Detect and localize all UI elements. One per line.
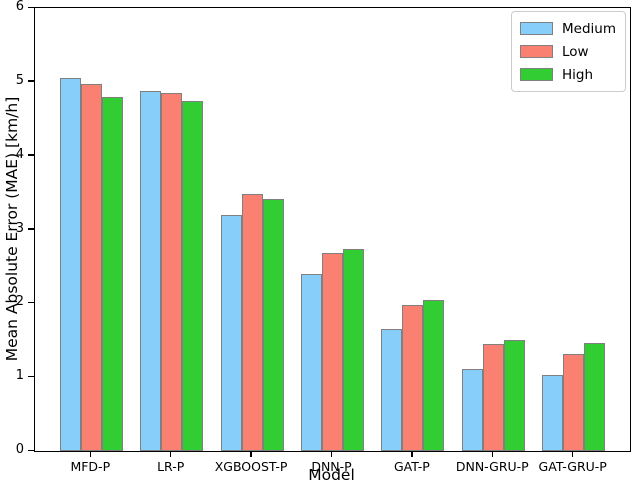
y-tick-mark	[28, 154, 34, 156]
legend: Medium Low High	[511, 11, 626, 92]
legend-swatch-low	[520, 45, 554, 58]
bar-mfd-p-low	[80, 84, 102, 451]
legend-label-high: High	[562, 66, 594, 83]
x-tick-label-xgboost-p: XGBOOST-P	[214, 459, 288, 474]
y-tick-label: 6	[15, 0, 24, 14]
x-tick-mark	[491, 451, 494, 457]
bar-dnn-gru-p-medium	[461, 369, 483, 451]
legend-label-low: Low	[562, 43, 589, 60]
bar-dnn-p-high	[343, 248, 364, 451]
plot-area: Medium Low High	[34, 7, 631, 452]
x-tick-label-lr-p: LR-P	[157, 459, 185, 474]
bar-gat-gru-p-low	[563, 354, 585, 451]
bar-gat-gru-p-medium	[542, 374, 564, 451]
x-tick-label-gat-p: GAT-P	[393, 459, 430, 474]
y-tick-mark	[28, 375, 34, 378]
bar-gat-p-medium	[381, 329, 403, 451]
bar-lr-p-medium	[140, 90, 162, 451]
bar-xgboost-p-medium	[220, 215, 242, 451]
x-tick-label-mfd-p: MFD-P	[70, 459, 111, 474]
legend-swatch-medium	[520, 22, 554, 35]
y-tick-mark	[28, 449, 34, 451]
x-tick-mark	[169, 451, 172, 457]
x-tick-label-dnn-gru-p: DNN-GRU-P	[455, 459, 529, 474]
x-tick-label-dnn-p: DNN-P	[311, 459, 352, 474]
x-tick-label-gat-gru-p: GAT-GRU-P	[538, 459, 607, 474]
y-tick-mark	[28, 228, 34, 230]
y-tick-label: 1	[15, 368, 24, 384]
bar-dnn-p-low	[322, 253, 343, 451]
x-tick-mark	[89, 451, 92, 457]
bar-lr-p-high	[182, 101, 204, 451]
legend-item-medium: Medium	[520, 17, 616, 40]
bar-mfd-p-medium	[59, 78, 81, 451]
bar-gat-gru-p-high	[584, 343, 606, 451]
bar-dnn-p-medium	[301, 273, 322, 451]
x-tick-mark	[330, 451, 333, 457]
bar-gat-p-low	[402, 304, 424, 451]
y-tick-label: 2	[15, 294, 24, 310]
legend-item-high: High	[520, 63, 616, 86]
x-tick-mark	[411, 451, 413, 457]
y-tick-label: 3	[15, 220, 24, 236]
legend-item-low: Low	[520, 40, 616, 63]
bar-xgboost-p-high	[262, 199, 284, 451]
bar-xgboost-p-low	[241, 194, 263, 451]
legend-swatch-high	[520, 68, 554, 81]
x-tick-mark	[571, 451, 574, 457]
y-tick-mark	[28, 301, 34, 304]
y-tick-label: 4	[15, 146, 24, 162]
y-tick-label: 0	[15, 442, 24, 457]
y-tick-label: 5	[15, 72, 24, 88]
bar-dnn-gru-p-low	[482, 343, 504, 451]
bar-dnn-gru-p-high	[503, 340, 525, 451]
y-tick-mark	[28, 6, 34, 8]
y-tick-mark	[28, 80, 34, 82]
x-axis-label: Model	[308, 466, 355, 484]
legend-label-medium: Medium	[562, 20, 616, 37]
bar-gat-p-high	[423, 299, 445, 451]
bar-lr-p-low	[161, 92, 183, 451]
x-tick-mark	[250, 451, 252, 457]
bar-mfd-p-high	[101, 96, 123, 451]
